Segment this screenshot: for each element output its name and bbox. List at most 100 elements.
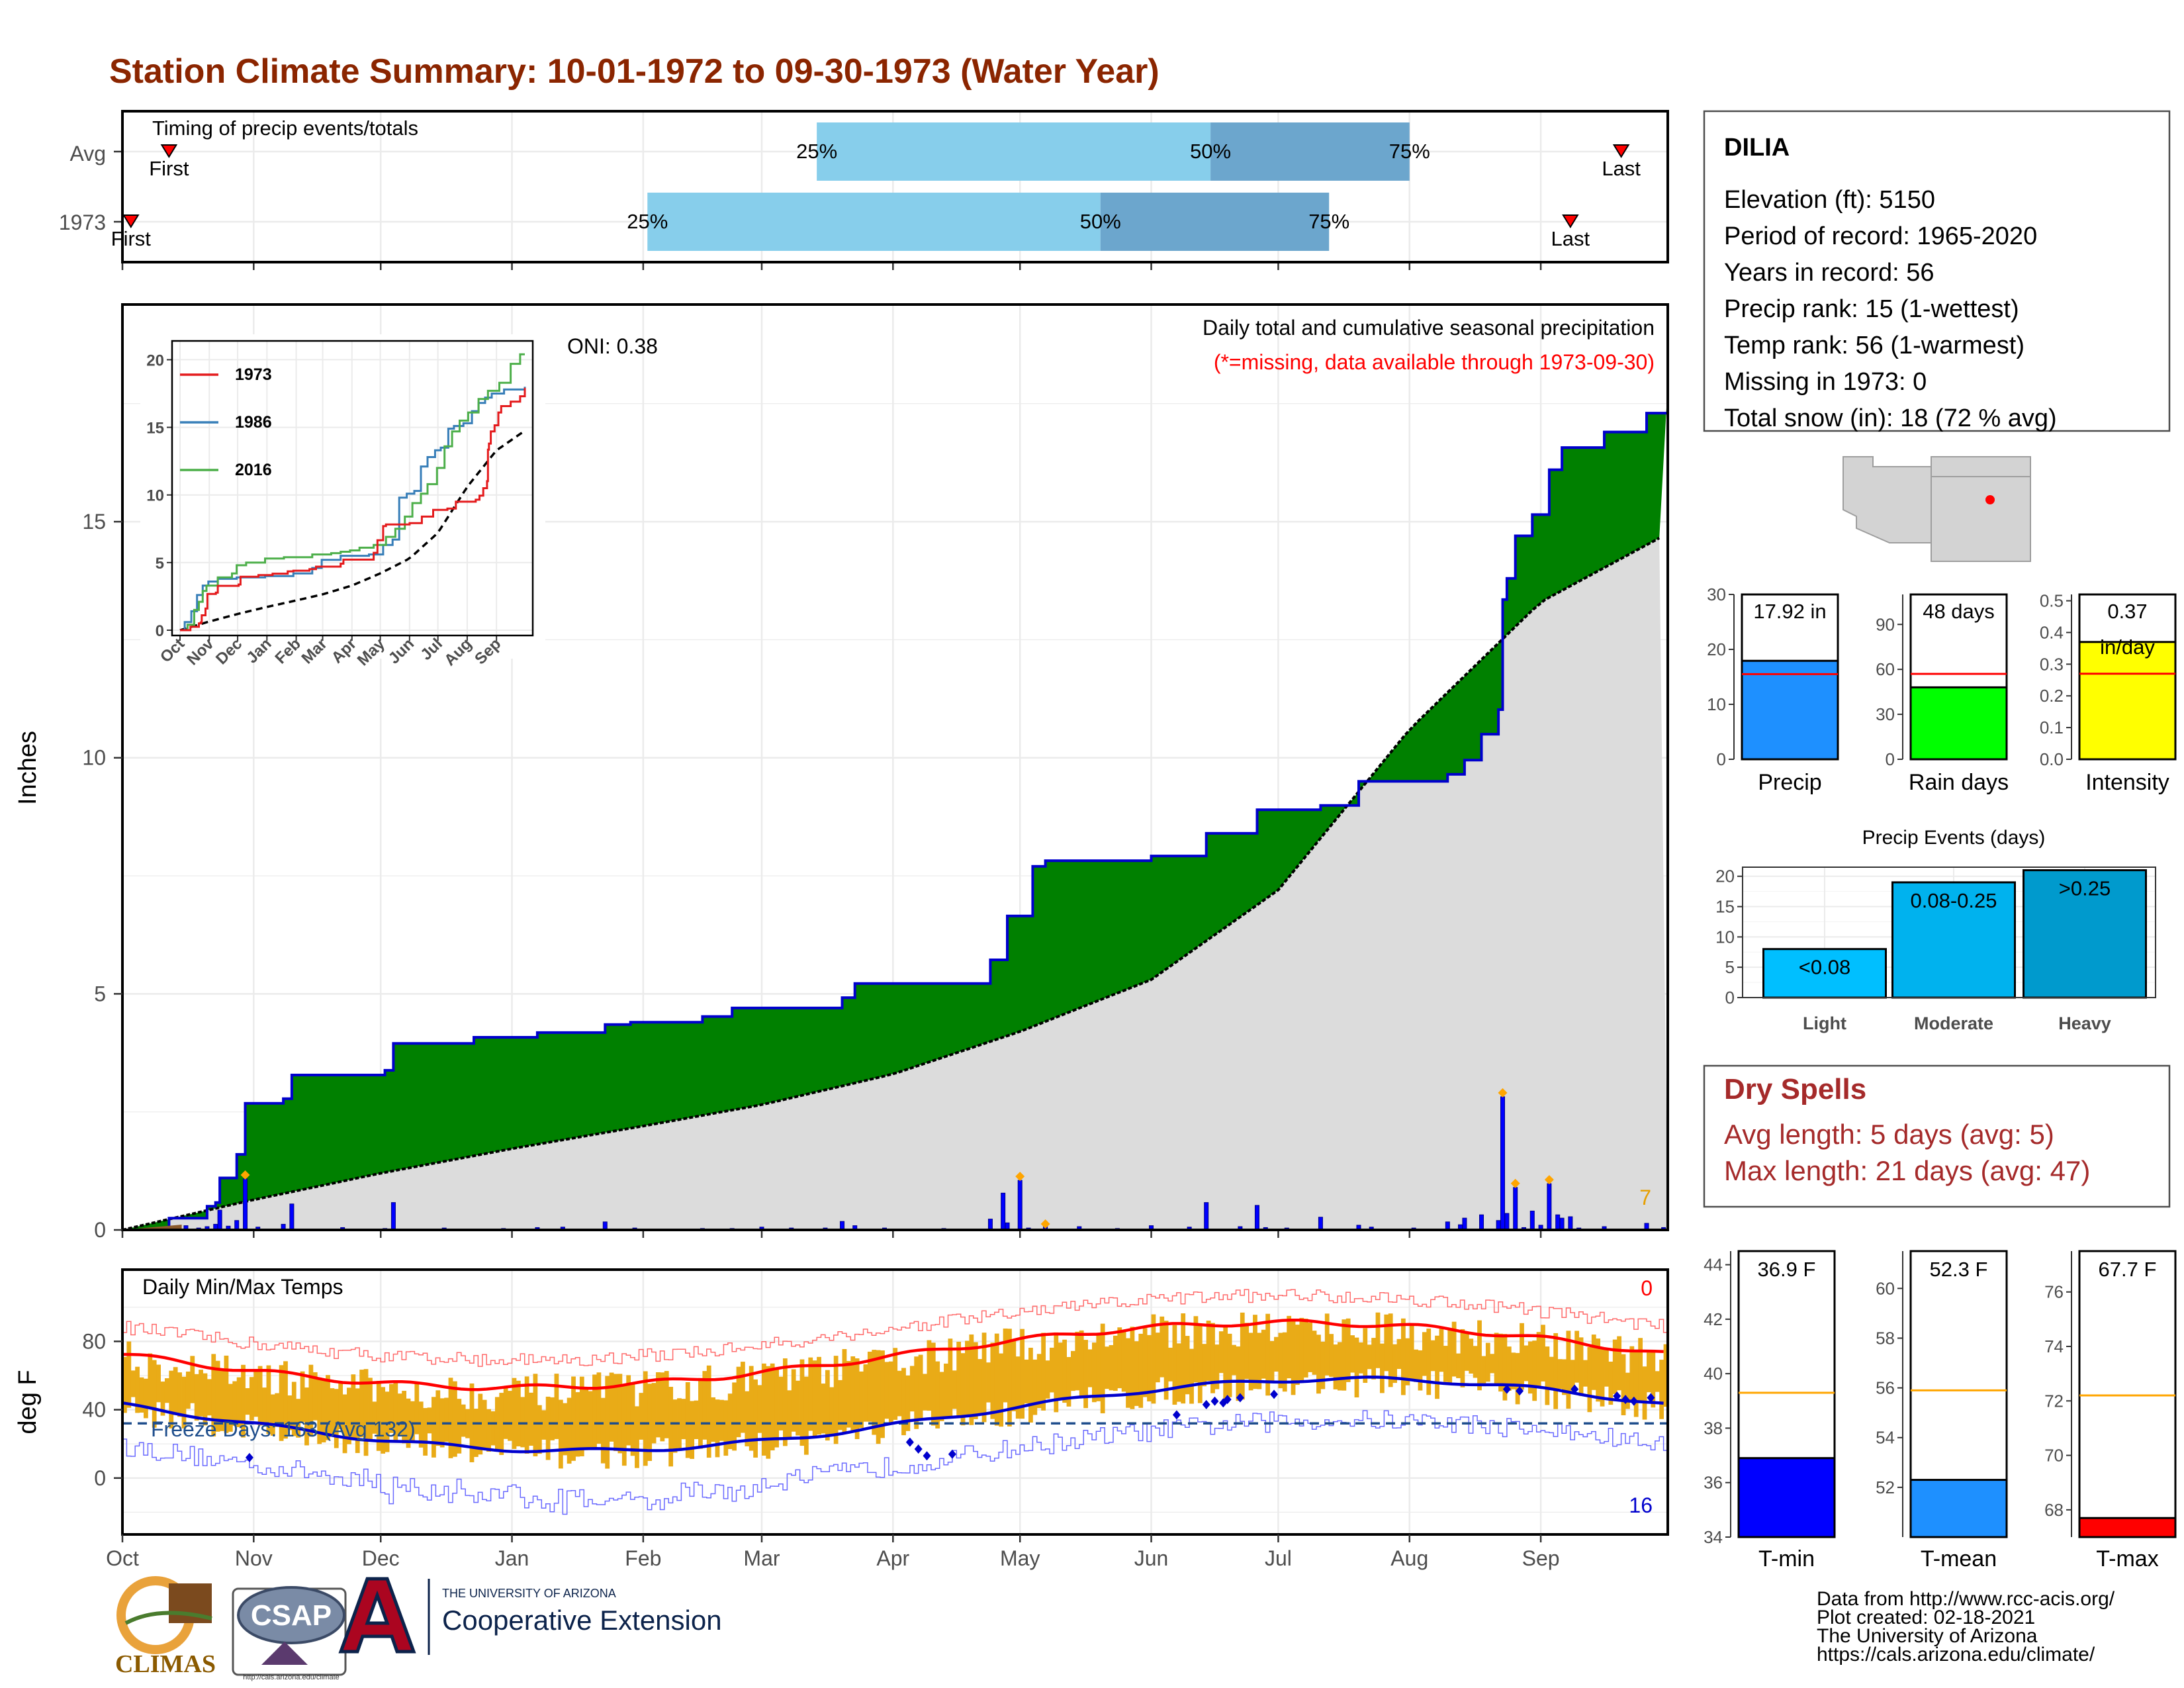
daily-temp-bar [206, 1379, 212, 1416]
daily-temp-bar [1587, 1347, 1592, 1413]
daily-temp-bar [482, 1399, 487, 1448]
inset-ytick-label-5: 5 [156, 555, 164, 573]
csap-url: http://cals.arizona.edu/climate [243, 1673, 340, 1681]
events-category-label-light: Light [1803, 1013, 1846, 1033]
temp-bar-ytick-label-t-min: 42 [1704, 1309, 1723, 1329]
summary-bar-value-rain-days [1909, 686, 2008, 761]
daily-temp-bar [1545, 1346, 1550, 1405]
summary-bar-ytick-label-intensity: 0.1 [2040, 718, 2064, 737]
daily-precip-bar [987, 1219, 993, 1231]
daily-temp-bar [203, 1373, 208, 1426]
station-precip-rank: Precip rank: 15 (1-wettest) [1724, 295, 2019, 323]
daily-temp-bar [529, 1392, 533, 1446]
daily-temp-bar [1240, 1312, 1245, 1400]
daily-temp-bar [461, 1404, 466, 1437]
precip-events-chart: Precip Events (days) 05101520<0.08Light0… [1715, 827, 2156, 1033]
avg-max-temp-line [122, 1318, 1664, 1391]
daily-temp-bar [249, 1377, 254, 1421]
daily-temp-bar [490, 1411, 496, 1446]
record-min-marker [905, 1437, 914, 1447]
daily-temp-bar [423, 1408, 428, 1456]
daily-temp-bar [1142, 1328, 1148, 1397]
daily-temp-bar [368, 1378, 373, 1442]
daily-temp-bar [1218, 1331, 1224, 1374]
dry-spells: Dry Spells Avg length: 5 days (avg: 5) M… [1703, 1064, 2171, 1208]
daily-temp-bar [1494, 1333, 1499, 1385]
daily-temp-bar [1189, 1348, 1194, 1404]
daily-temp-bar [1388, 1313, 1393, 1387]
daily-temp-bar [1647, 1352, 1651, 1393]
summary-bar-ytick-label-intensity: 0.4 [2040, 622, 2064, 642]
daily-temp-bar [1354, 1337, 1359, 1398]
station-info: DILIA Elevation (ft): 5150 Period of rec… [1703, 110, 2171, 432]
daily-precip-bar [1504, 1213, 1510, 1231]
summary-bar-value-precip [1741, 659, 1839, 761]
csap-mountain-icon [261, 1642, 308, 1665]
daily-temp-bar [1147, 1335, 1152, 1402]
daily-temp-bar [651, 1383, 657, 1444]
daily-temp-bar [524, 1376, 529, 1454]
summary-bar-ytick-label-rain-days: 0 [1886, 749, 1895, 769]
daily-temp-bar [1350, 1335, 1355, 1373]
daily-temp-bar [952, 1370, 957, 1409]
daily-temp-bar [457, 1399, 462, 1454]
daily-temp-bar [427, 1407, 432, 1434]
daily-temp-bar [960, 1353, 966, 1426]
summary-bar-ytick-label-intensity: 0.5 [2040, 591, 2064, 611]
daily-temp-bar [825, 1370, 830, 1441]
daily-temp-bar [173, 1367, 178, 1415]
tmax-count-label: 0 [1641, 1276, 1653, 1300]
daily-temp-bar [575, 1392, 580, 1457]
daily-temp-bar [927, 1340, 932, 1411]
daily-temp-bar [981, 1333, 987, 1423]
daily-temp-bar [621, 1383, 627, 1466]
summary-bar-name-precip: Precip [1758, 770, 1821, 795]
daily-temp-bar [215, 1360, 220, 1432]
daily-temp-bar [139, 1377, 144, 1413]
timing-marks: 25% 50% 75% First Last 25% 50% 75% First Last [111, 122, 1641, 251]
daily-temp-bar [1435, 1335, 1439, 1399]
daily-temp-bar [986, 1362, 991, 1403]
daily-temp-bar [1414, 1349, 1418, 1382]
daily-temp-bar [600, 1397, 606, 1464]
daily-temp-bar [914, 1356, 919, 1429]
daily-temp-bar [1054, 1332, 1059, 1413]
daily-precip-bar [1547, 1183, 1552, 1231]
daily-temp-bar [1485, 1342, 1490, 1382]
record-min-marker [923, 1451, 931, 1461]
daily-temp-bar [1197, 1323, 1203, 1403]
temp-y-axis: 0 40 80 [82, 1329, 122, 1490]
summary-bar-ytick-label-rain-days: 30 [1876, 704, 1895, 724]
inset-frame [171, 340, 534, 637]
daily-temp-bar [537, 1405, 542, 1454]
daily-temp-bar [842, 1349, 847, 1433]
daily-temp-bar [1642, 1366, 1647, 1420]
daily-temp-bar [1282, 1332, 1287, 1392]
daily-temp-bar [1160, 1316, 1165, 1378]
daily-temp-bar [965, 1340, 970, 1415]
dry-spells-max: Max length: 21 days (avg: 47) [1724, 1155, 2090, 1186]
precip-count-label: 7 [1639, 1186, 1651, 1209]
daily-precip-bar [243, 1178, 248, 1231]
daily-temp-bar [1426, 1328, 1432, 1395]
temp-bar-value-t-min [1737, 1457, 1836, 1538]
temp-panel: 0 40 80 Oct Nov Dec Jan Feb Mar Apr May Jun Jul Aug S… [14, 1268, 1669, 1570]
daily-temp-bar [520, 1397, 525, 1448]
daily-temp-bar [1244, 1323, 1250, 1380]
daily-temp-bar [1359, 1342, 1363, 1374]
daily-precip-bar [217, 1209, 222, 1231]
dry-spells-frame [1703, 1064, 2171, 1208]
summary-bars: 0 10 20 30 17.92 in Precip 0 30 60 90 48 days Rain … [1707, 585, 2177, 795]
daily-temp-bar [1405, 1338, 1410, 1385]
daily-temp-bar [1050, 1347, 1054, 1393]
daily-temp-bar [1138, 1333, 1144, 1408]
missing-note: (*=missing, data available through 1973-… [1214, 350, 1655, 374]
daily-temp-bar [541, 1410, 547, 1440]
daily-temp-bar [533, 1374, 538, 1457]
daily-precip-bar [1529, 1210, 1535, 1231]
record-min-marker [245, 1452, 253, 1462]
daily-temp-bar [1172, 1325, 1177, 1405]
daily-temp-bar [1274, 1336, 1279, 1372]
locator-map [1842, 452, 2034, 565]
daily-temp-bar [1549, 1356, 1554, 1390]
